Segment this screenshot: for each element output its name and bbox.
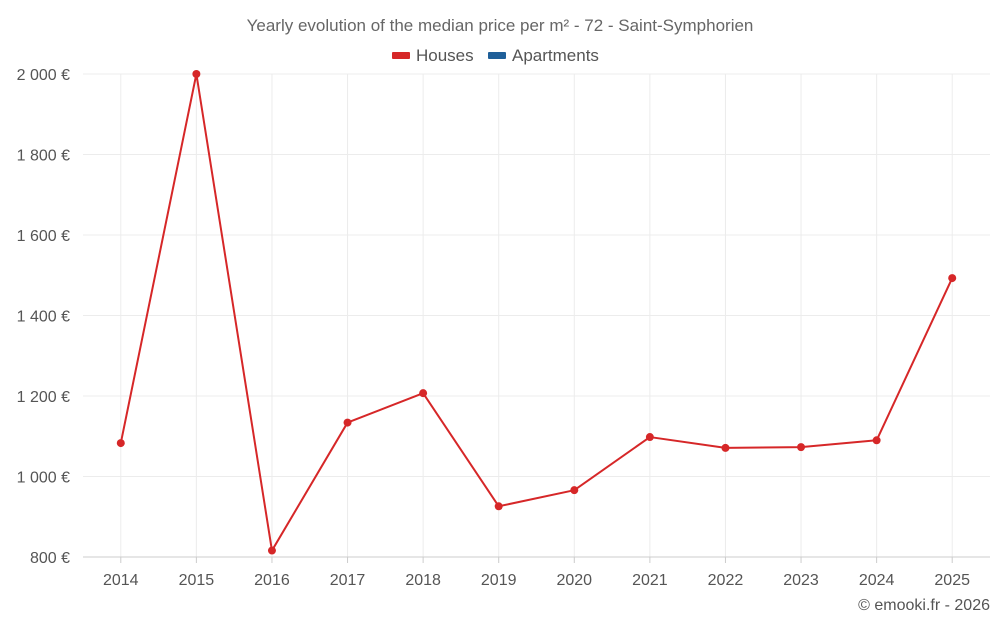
data-point-houses-2018[interactable] <box>419 389 428 398</box>
x-tick-label: 2024 <box>859 572 895 589</box>
x-tick-label: 2021 <box>632 572 668 589</box>
series-line-houses <box>119 73 954 552</box>
x-tick-label: 2015 <box>179 572 215 589</box>
x-tick-label: 2023 <box>783 572 819 589</box>
y-tick-label: 1 200 € <box>17 389 70 406</box>
data-point-houses-2019[interactable] <box>494 502 503 511</box>
data-point-houses-2021[interactable] <box>645 433 654 442</box>
legend-label-apartments: Apartments <box>512 46 599 65</box>
data-point-houses-2016[interactable] <box>267 546 276 555</box>
y-tick-label: 800 € <box>30 550 70 567</box>
data-point-houses-2022[interactable] <box>721 443 730 452</box>
x-tick-label: 2020 <box>556 572 592 589</box>
x-tick-label: 2017 <box>330 572 366 589</box>
x-tick-label: 2025 <box>934 572 970 589</box>
legend: Houses Apartments <box>392 46 599 65</box>
data-point-houses-2020[interactable] <box>570 486 579 495</box>
y-tick-label: 1 400 € <box>17 309 70 326</box>
legend-swatch-apartments <box>488 52 506 59</box>
data-point-houses-2015[interactable] <box>192 70 201 78</box>
x-tick-label: 2022 <box>708 572 744 589</box>
legend-swatch-houses <box>392 52 410 59</box>
data-point-houses-2024[interactable] <box>872 436 881 445</box>
axes: 800 € 1 000 € 1 200 € 1 400 € 1 600 € 1 800 €… <box>17 67 990 589</box>
chart-title: Yearly evolution of the median price per… <box>247 16 754 35</box>
y-tick-label: 1 600 € <box>17 228 70 245</box>
y-tick-label: 1 800 € <box>17 148 70 165</box>
y-tick-label: 2 000 € <box>17 67 70 84</box>
x-tick-label: 2019 <box>481 572 517 589</box>
grid <box>83 73 990 557</box>
data-point-houses-2023[interactable] <box>797 443 806 452</box>
data-point-houses-2017[interactable] <box>343 418 352 427</box>
data-point-houses-2014[interactable] <box>116 439 125 448</box>
legend-item-houses[interactable]: Houses <box>392 46 474 65</box>
x-tick-label: 2014 <box>103 572 139 589</box>
series <box>116 70 957 555</box>
legend-label-houses: Houses <box>416 46 474 65</box>
x-tick-label: 2016 <box>254 572 290 589</box>
y-tick-label: 1 000 € <box>17 470 70 487</box>
legend-item-apartments[interactable]: Apartments <box>488 46 599 65</box>
chart-credit: © emooki.fr - 2026 <box>858 597 990 614</box>
x-tick-label: 2018 <box>405 572 441 589</box>
data-point-houses-2025[interactable] <box>948 274 957 283</box>
